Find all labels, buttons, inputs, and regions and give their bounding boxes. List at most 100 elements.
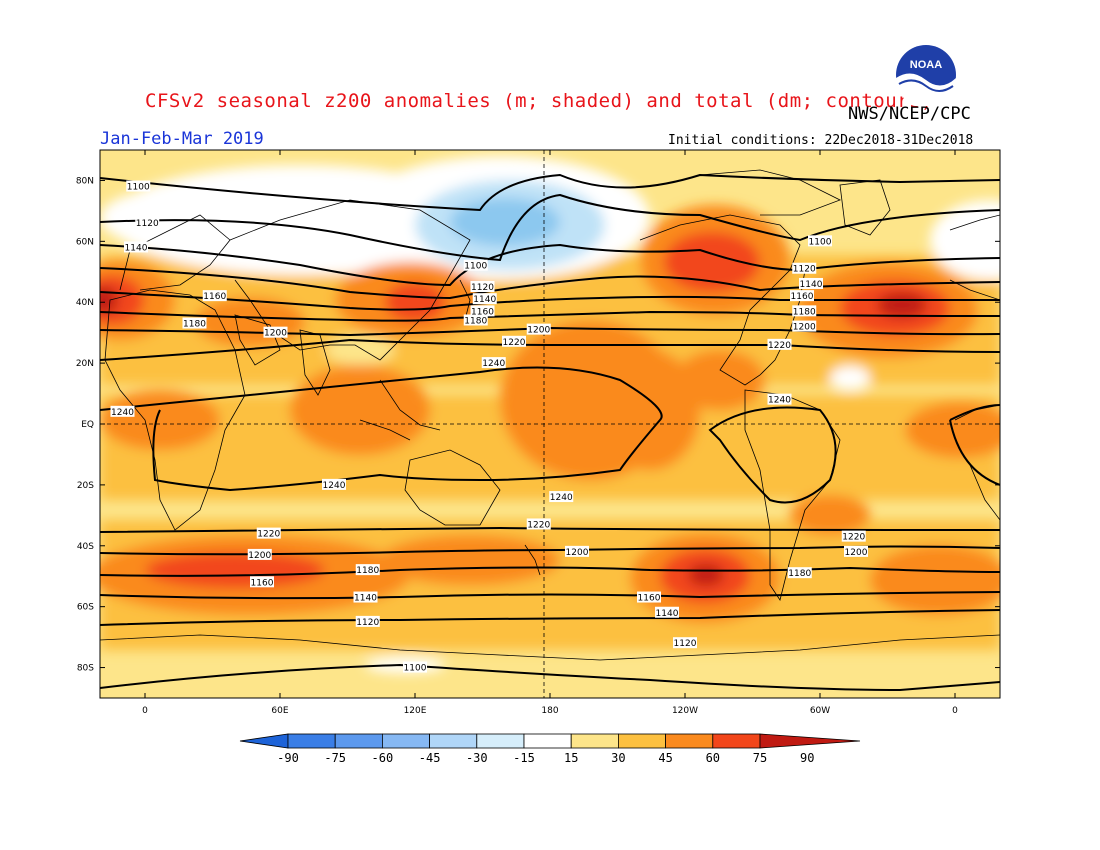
contour-label: 1100 [463, 259, 488, 272]
contour-label: 1200 [565, 545, 589, 558]
lat-label: 20S [77, 481, 94, 491]
lon-label: 60W [810, 706, 830, 716]
colorbar-label: 45 [658, 751, 672, 765]
contour-label-text: 1140 [800, 280, 823, 290]
contour-label-text: 1120 [793, 265, 816, 275]
contour-label-text: 1220 [527, 520, 550, 530]
contour-label-text: 1140 [125, 243, 148, 253]
colorbar-min-arrow [239, 733, 289, 749]
lon-label: 120W [672, 706, 698, 716]
agency-label: NWS/NCEP/CPC [848, 104, 971, 124]
contour-label-text: 1160 [791, 292, 814, 302]
contour-label-text: 1240 [111, 408, 134, 418]
colorbar-swatch [429, 733, 478, 749]
colorbar-swatch [287, 733, 336, 749]
contour-label: 1240 [549, 491, 574, 503]
colorbar-swatch [381, 733, 430, 749]
lon-label: 0 [952, 706, 958, 716]
contour-label-text: 1200 [793, 323, 816, 333]
colorbar-label: 30 [611, 751, 625, 765]
contour-label: 1220 [526, 518, 551, 530]
colorbar-swatch [712, 733, 761, 749]
contour-label: 1120 [673, 637, 697, 649]
contour-label-text: 1140 [656, 609, 679, 619]
contour-label-text: 1180 [356, 566, 379, 576]
colorbar-swatch [476, 733, 525, 749]
lat-label: 40N [76, 298, 94, 308]
contour-label: 1200 [792, 320, 817, 333]
contour-label: 1100 [403, 661, 427, 674]
contour-label: 1140 [353, 591, 378, 604]
axis-ticks: 80N 60N 40N 20N EQ 20S 40S 60S 80S 0 60E 120E 180 120… [76, 150, 1000, 716]
contour-label-text: 1240 [768, 396, 791, 406]
contour-label-text: 1220 [768, 341, 791, 351]
contour-label: 1160 [202, 290, 227, 302]
contour-label-text: 1120 [674, 639, 697, 649]
contour-label-text: 1140 [473, 295, 496, 305]
noaa-logo: NOAA [896, 45, 956, 106]
contour-label-text: 1180 [793, 307, 816, 317]
chart-title: CFSv2 seasonal z200 anomalies (m; shaded… [145, 90, 933, 112]
lat-label: EQ [81, 420, 94, 430]
contour-label: 1180 [355, 564, 380, 576]
contour-label-text: 1240 [482, 359, 505, 369]
contour-label: 1120 [355, 615, 380, 628]
contour-label-text: 1160 [251, 578, 274, 588]
forecast-period: Jan-Feb-Mar 2019 [100, 129, 264, 149]
colorbar-label: 75 [753, 751, 767, 765]
contour-label-text: 1220 [842, 533, 865, 543]
contour-label: 1200 [526, 323, 551, 336]
height-contours [100, 173, 1000, 692]
contour-label: 1140 [124, 241, 148, 253]
lon-label: 120E [404, 706, 427, 716]
lat-label: 20N [76, 359, 94, 369]
colorbar-label: -30 [466, 751, 488, 765]
contour-label-text: 1160 [203, 292, 226, 302]
contour-label-text: 1140 [354, 594, 377, 604]
contour-label: 1180 [792, 305, 817, 317]
contour-label: 1160 [250, 576, 274, 588]
logo-text: NOAA [910, 59, 942, 71]
colorbar-label: -75 [324, 751, 346, 765]
contour-label: 1220 [256, 527, 281, 540]
contour-label: 1240 [767, 393, 792, 406]
contour-label: 1220 [767, 338, 792, 351]
contour-label-text: 1100 [809, 237, 832, 247]
initial-conditions: Initial conditions: 22Dec2018-31Dec2018 [668, 133, 974, 148]
lat-label: 80S [77, 664, 94, 674]
colorbar-swatch [334, 733, 383, 749]
lat-label: 60N [76, 237, 94, 247]
contour-label: 1180 [182, 317, 207, 330]
contour-label: 1200 [247, 548, 272, 561]
colorbar-label: -15 [513, 751, 535, 765]
contour-label-text: 1160 [471, 307, 494, 317]
contour-label-text: 1100 [127, 183, 150, 193]
colorbar-max-arrow [759, 733, 861, 749]
colorbar-swatch [523, 733, 572, 749]
lat-label: 80N [76, 176, 94, 186]
contour-label-text: 1200 [566, 548, 589, 558]
colorbar-label: 90 [800, 751, 814, 765]
colorbar: -90 -75 -60 -45 -30 -15 15 30 45 60 75 90 [239, 733, 861, 765]
contour-label-text: 1180 [183, 320, 206, 330]
contour-label-text: 1180 [464, 316, 487, 326]
contour-label: 1180 [463, 314, 488, 326]
contour-label: 1180 [787, 567, 812, 579]
contour-label: 1160 [637, 591, 661, 604]
contour-label-text: 1200 [248, 551, 271, 561]
contour-label: 1160 [790, 290, 814, 302]
contour-label-text: 1220 [257, 530, 280, 540]
contour-label: 1140 [799, 277, 823, 290]
contour-label: 1120 [135, 217, 160, 229]
contour-label-text: 1220 [503, 338, 526, 348]
colorbar-swatch [665, 733, 714, 749]
colorbar-swatch [570, 733, 619, 749]
contour-label-text: 1240 [323, 481, 346, 491]
contour-label: 1220 [841, 530, 866, 543]
contour-label: 1200 [844, 545, 868, 558]
colorbar-swatch [618, 733, 667, 749]
colorbar-label: -60 [372, 751, 394, 765]
contour-label: 1240 [322, 478, 346, 491]
contour-label-text: 1120 [356, 618, 379, 628]
